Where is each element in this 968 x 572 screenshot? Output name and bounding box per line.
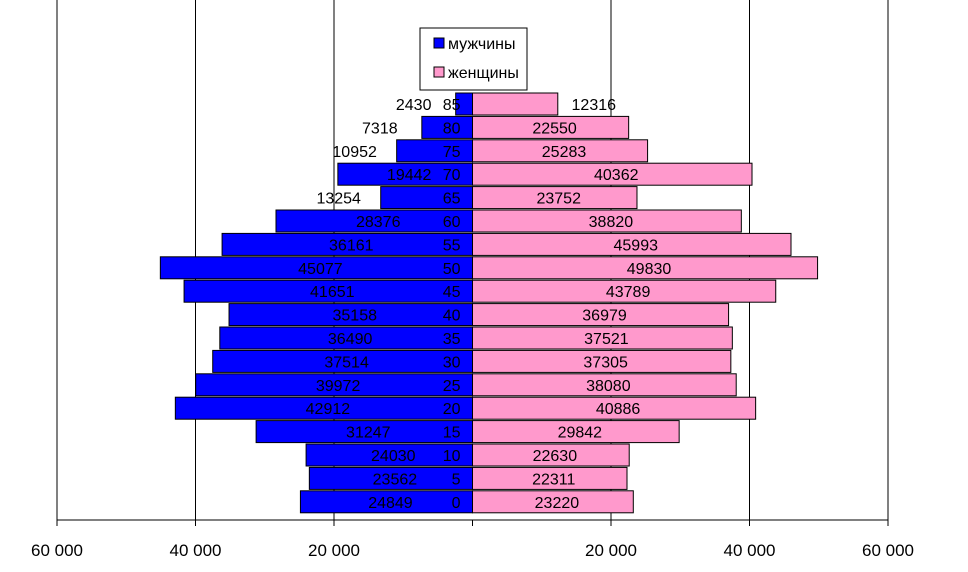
age-labels: 0 5 10 15 20 25 30 35 40 45 50 55 60 65 70 75 80 85: [443, 97, 461, 512]
value-label-male: 13254: [316, 191, 361, 208]
bar-female: [472, 326, 733, 350]
bar-female: [472, 420, 680, 444]
value-label-male: 2430: [396, 97, 432, 114]
value-label-female: 25283: [542, 144, 587, 161]
value-label-male: 42912: [306, 401, 351, 418]
value-labels: 24849 23220 23562 22311 24030 22630 31247 29842…: [298, 97, 671, 512]
value-label-female: 37521: [584, 331, 629, 348]
x-axis: 60 000 40 000 20 000 20 000 40 000 60 000: [31, 519, 914, 560]
value-label-male: 10952: [332, 144, 377, 161]
age-label: 35: [443, 331, 461, 348]
x-tick-label: 40 000: [170, 541, 222, 560]
x-tick-label: 20 000: [308, 541, 360, 560]
value-label-female: 37305: [583, 354, 628, 371]
bar-female: [472, 443, 630, 467]
age-label: 60: [443, 214, 461, 231]
x-tick-label: 40 000: [724, 541, 776, 560]
bar-female: [472, 186, 638, 210]
bar-female: [472, 256, 819, 280]
value-label-male: 24030: [371, 448, 416, 465]
value-label-female: 38080: [586, 378, 631, 395]
value-label-female: 29842: [558, 425, 603, 442]
age-label: 10: [443, 448, 461, 465]
bar-female: [472, 303, 730, 327]
value-label-female: 12316: [572, 97, 617, 114]
bar-female: [472, 466, 628, 490]
legend-swatch: [433, 66, 445, 78]
bar-female: [472, 92, 559, 116]
value-label-male: 24849: [368, 495, 413, 512]
age-label: 70: [443, 167, 461, 184]
age-label: 80: [443, 120, 461, 137]
legend: мужчины женщины: [419, 27, 528, 91]
value-label-male: 23562: [373, 471, 418, 488]
age-label: 15: [443, 425, 461, 442]
age-label: 40: [443, 308, 461, 325]
value-label-female: 49830: [627, 261, 672, 278]
age-label: 5: [452, 471, 461, 488]
value-label-female: 36979: [582, 308, 627, 325]
bar-male: [396, 139, 474, 163]
age-label: 45: [443, 284, 461, 301]
value-label-female: 40362: [594, 167, 639, 184]
value-label-female: 23752: [536, 191, 581, 208]
legend-label: мужчины: [448, 36, 516, 53]
value-label-female: 22311: [532, 471, 575, 488]
value-label-female: 43789: [606, 284, 651, 301]
value-label-female: 45993: [614, 237, 659, 254]
age-label: 55: [443, 237, 461, 254]
x-tick-label: 60 000: [31, 541, 83, 560]
value-label-male: 36490: [328, 331, 373, 348]
bar-female: [472, 349, 732, 373]
age-label: 0: [452, 495, 461, 512]
value-label-male: 31247: [346, 425, 391, 442]
age-label: 20: [443, 401, 461, 418]
value-label-male: 35158: [333, 308, 378, 325]
age-label: 50: [443, 261, 461, 278]
value-label-male: 39972: [316, 378, 361, 395]
bar-female: [472, 232, 792, 256]
age-label: 65: [443, 191, 461, 208]
bar-female: [472, 162, 753, 186]
value-label-male: 36161: [329, 237, 374, 254]
legend-swatch: [433, 37, 445, 49]
bar-female: [472, 396, 757, 420]
bar-female: [472, 373, 737, 397]
value-label-male: 19442: [387, 167, 432, 184]
value-label-female: 22550: [532, 120, 577, 137]
x-tick-label: 20 000: [585, 541, 637, 560]
age-label: 25: [443, 378, 461, 395]
bar-female: [472, 490, 634, 514]
value-label-male: 28376: [356, 214, 401, 231]
bar-female: [472, 279, 777, 303]
bar-female: [472, 209, 742, 233]
value-label-male: 37514: [324, 354, 369, 371]
value-label-male: 41651: [310, 284, 355, 301]
value-label-female: 23220: [535, 495, 580, 512]
value-label-male: 45077: [298, 261, 343, 278]
age-label: 85: [443, 97, 461, 114]
value-label-male: 7318: [362, 120, 398, 137]
value-label-female: 22630: [533, 448, 578, 465]
bar-female: [472, 115, 630, 139]
bar-female: [472, 139, 649, 163]
bars: [159, 92, 819, 514]
value-label-female: 40886: [596, 401, 641, 418]
x-tick-label: 60 000: [862, 541, 914, 560]
age-label: 75: [443, 144, 461, 161]
age-label: 30: [443, 354, 461, 371]
value-label-female: 38820: [589, 214, 634, 231]
legend-label: женщины: [448, 65, 519, 82]
